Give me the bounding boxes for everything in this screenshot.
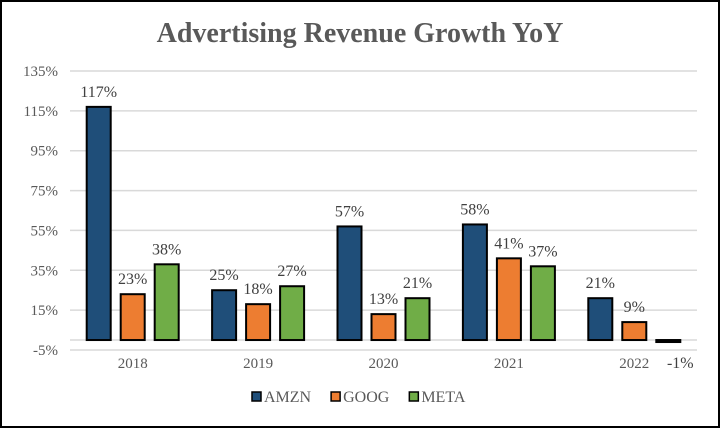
bar-amzn-2022 [587, 297, 614, 342]
bar-meta-2022 [655, 339, 682, 344]
data-label: 21% [403, 275, 432, 292]
legend-label: AMZN [264, 389, 312, 406]
y-tick-label: 55% [31, 223, 59, 239]
x-axis: 2018 2019 2020 2021 2022 [118, 356, 650, 372]
bar-goog-2018 [119, 293, 146, 342]
bar-goog-2019 [245, 303, 272, 342]
data-label: 57% [335, 203, 364, 220]
y-tick-label: 75% [31, 184, 59, 200]
y-tick-label: 35% [31, 263, 59, 279]
bar-goog-2021 [495, 257, 522, 342]
data-label: 9% [624, 299, 645, 316]
chart-title: Advertising Revenue Growth YoY [157, 18, 564, 49]
legend-label: META [421, 389, 465, 406]
bar-goog-2020 [370, 313, 397, 342]
bar-meta-2020 [404, 297, 431, 342]
x-tick-label: 2018 [118, 356, 148, 372]
data-label: 41% [494, 235, 523, 252]
data-label: 23% [118, 271, 147, 288]
bars [85, 105, 682, 344]
bar-amzn-2018 [85, 105, 112, 342]
x-tick-label: 2022 [619, 356, 649, 372]
data-label: -1% [667, 355, 694, 372]
y-axis: -5% 15% 35% 55% 75% 95% 115% 135% [23, 64, 58, 359]
bar-amzn-2019 [211, 289, 238, 342]
y-tick-label: 135% [23, 64, 58, 80]
data-label: 117% [80, 84, 117, 101]
legend-swatch-goog [330, 391, 341, 402]
legend-swatch-meta [408, 391, 420, 402]
x-tick-label: 2021 [494, 356, 524, 372]
bar-meta-2018 [153, 263, 180, 342]
bar-meta-2019 [279, 285, 306, 342]
y-tick-label: 95% [31, 144, 59, 160]
data-label: 21% [586, 275, 615, 292]
data-labels: 117% 23% 38% 25% 18% 27% 57% 13% 21% 58% 41% 37% 21%… [80, 84, 693, 372]
bar-amzn-2020 [336, 225, 363, 342]
y-tick-label: 15% [31, 303, 59, 319]
data-label: 58% [460, 201, 489, 218]
y-tick-label: -5% [33, 343, 58, 359]
data-label: 27% [277, 263, 306, 280]
bar-goog-2022 [621, 321, 648, 342]
bar-amzn-2021 [461, 223, 488, 342]
data-label: 18% [243, 281, 272, 298]
legend-label: GOOG [343, 389, 390, 406]
data-label: 38% [152, 241, 181, 258]
legend: AMZN GOOG META [251, 389, 466, 406]
data-label: 25% [209, 267, 238, 284]
data-label: 37% [528, 243, 557, 260]
bar-meta-2021 [529, 265, 556, 342]
x-tick-label: 2019 [243, 356, 273, 372]
x-tick-label: 2020 [369, 356, 399, 372]
legend-swatch-amzn [251, 391, 262, 402]
y-tick-label: 115% [24, 104, 58, 120]
data-label: 13% [369, 291, 398, 308]
